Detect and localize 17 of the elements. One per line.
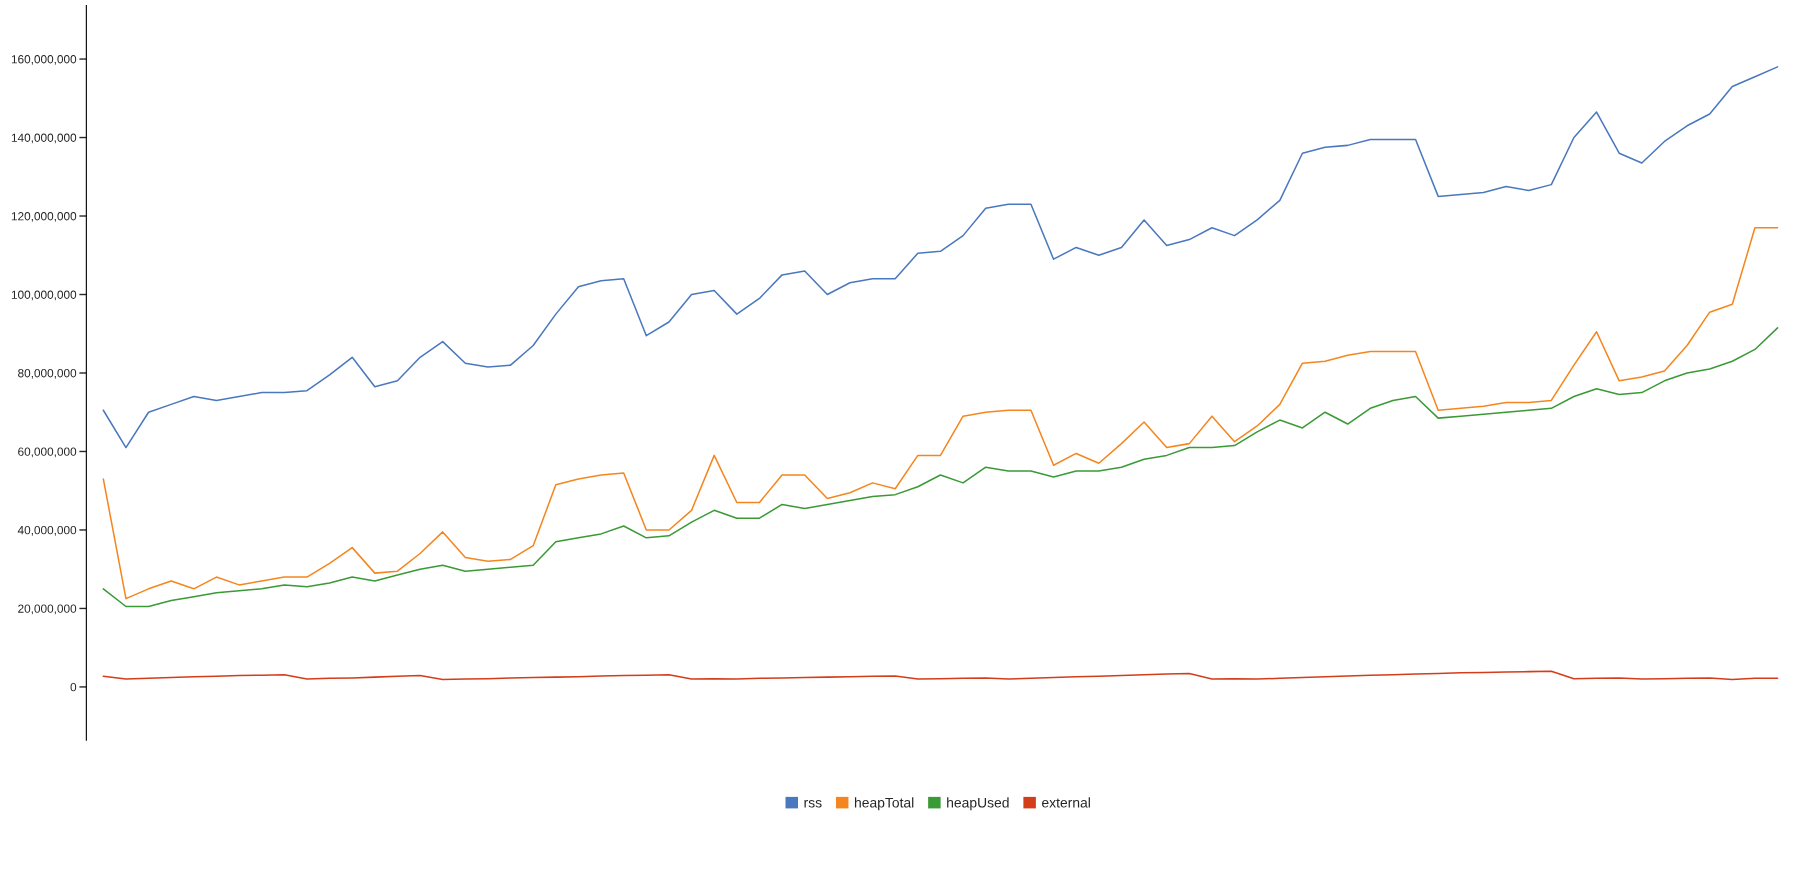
- y-tick-label: 0: [70, 682, 77, 692]
- line-series: [102, 670, 1779, 681]
- legend-label: heapUsed: [947, 797, 1009, 811]
- y-tick-label: 140,000,000: [11, 133, 77, 144]
- y-tick-label: 120,000,000: [11, 212, 77, 222]
- line-series: [102, 327, 1779, 608]
- line-series: [102, 66, 1779, 449]
- legend-label: heapTotal: [854, 797, 914, 811]
- y-tick-label: 20,000,000: [18, 604, 77, 615]
- y-tick-label: 40,000,000: [17, 526, 77, 536]
- y-tick-label: 160,000,000: [11, 55, 77, 65]
- legend-label: external: [1042, 797, 1090, 808]
- y-tick-label: 80,000,000: [18, 369, 77, 379]
- y-tick-label: 60,000,000: [18, 447, 77, 458]
- line-series: [102, 227, 1779, 600]
- y-tick-label: 100,000,000: [11, 290, 77, 301]
- legend-label: rss: [804, 799, 822, 808]
